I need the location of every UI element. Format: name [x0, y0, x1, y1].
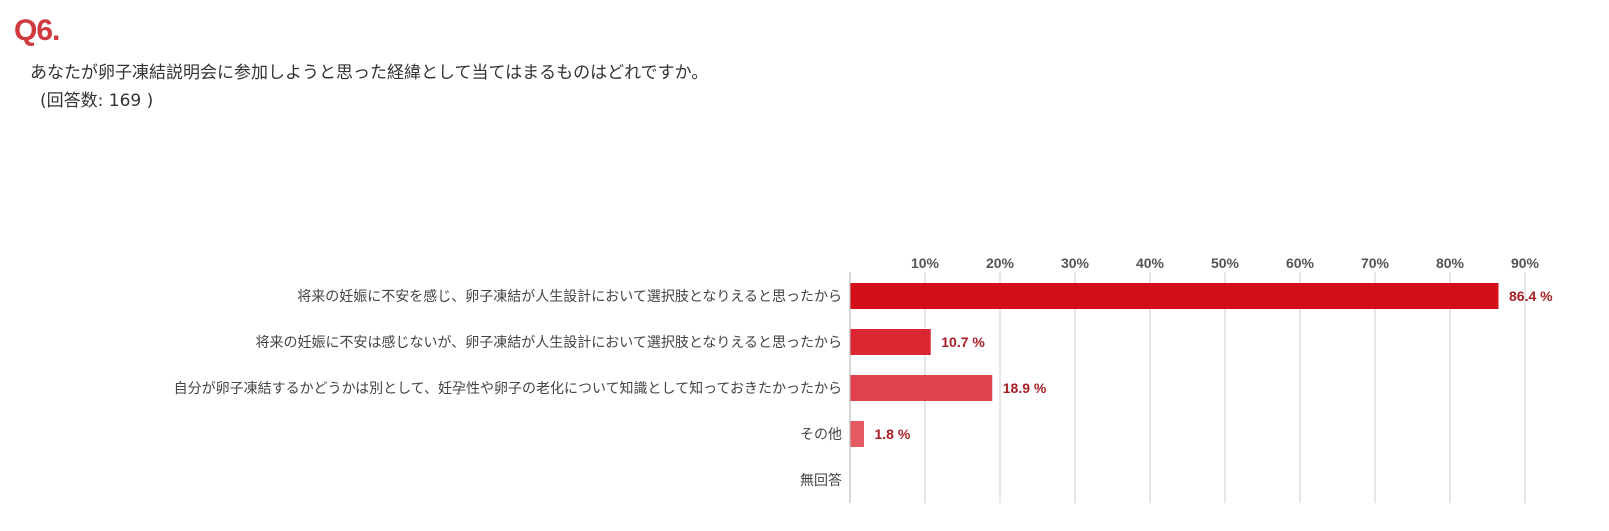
bar: [850, 329, 931, 355]
bar: [850, 375, 993, 401]
x-axis-ticks: 10% 20% 30% 40% 50% 60% 70% 80% 90%: [911, 255, 1540, 271]
x-tick-label: 50%: [1211, 255, 1240, 271]
bars: [850, 283, 1499, 447]
category-labels: 将来の妊娠に不安を感じ、卵子凍結が人生設計において選択肢となりえると思ったから将…: [174, 288, 842, 489]
category-label: 将来の妊娠に不安は感じないが、卵子凍結が人生設計において選択肢となりえると思った…: [256, 334, 842, 351]
x-tick-label: 80%: [1436, 255, 1465, 271]
value-label: 10.7 %: [941, 334, 985, 350]
x-tick-label: 60%: [1286, 255, 1315, 271]
value-labels: 86.4 % 10.7 % 18.9 % 1.8 %: [875, 288, 1554, 442]
value-label: 86.4 %: [1509, 288, 1553, 304]
question-number: Q6.: [14, 14, 60, 47]
value-label: 1.8 %: [875, 426, 911, 442]
x-tick-label: 20%: [986, 255, 1015, 271]
x-tick-label: 40%: [1136, 255, 1165, 271]
x-tick-label: 90%: [1511, 255, 1540, 271]
question-text: あなたが卵子凍結説明会に参加しようと思った経緯として当てはまるものはどれですか。: [30, 63, 709, 83]
response-count: (回答数: 169 ): [40, 91, 154, 111]
gridlines: [849, 272, 1526, 503]
x-tick-label: 10%: [911, 255, 940, 271]
category-label: その他: [800, 427, 842, 443]
category-label: 将来の妊娠に不安を感じ、卵子凍結が人生設計において選択肢となりえると思ったから: [297, 288, 842, 305]
value-label: 18.9 %: [1003, 380, 1047, 396]
bar: [850, 421, 864, 447]
x-tick-label: 30%: [1061, 255, 1090, 271]
bar: [850, 283, 1499, 309]
category-label: 自分が卵子凍結するかどうかは別として、妊孕性や卵子の老化について知識として知って…: [174, 380, 842, 397]
category-label: 無回答: [800, 472, 842, 489]
x-tick-label: 70%: [1361, 255, 1390, 271]
